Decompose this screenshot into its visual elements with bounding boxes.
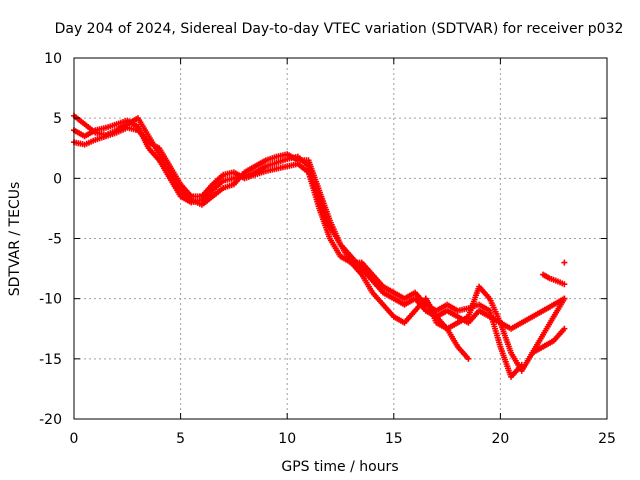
- y-tick-label: 10: [44, 51, 62, 67]
- sdtvar-chart: Day 204 of 2024, Sidereal Day-to-day VTE…: [0, 0, 640, 480]
- chart-title: Day 204 of 2024, Sidereal Day-to-day VTE…: [55, 21, 624, 37]
- y-tick-label: -10: [39, 292, 62, 308]
- y-tick-label: -5: [48, 232, 62, 248]
- y-axis-label: SDTVAR / TECUs: [7, 182, 23, 297]
- x-tick-label: 25: [598, 431, 616, 447]
- x-tick-label: 10: [278, 431, 296, 447]
- y-tick-label: 5: [53, 111, 62, 127]
- x-tick-label: 0: [70, 431, 79, 447]
- chart-root: Day 204 of 2024, Sidereal Day-to-day VTE…: [0, 0, 640, 480]
- chart-background: [0, 0, 640, 480]
- x-tick-label: 15: [385, 431, 403, 447]
- x-tick-label: 5: [176, 431, 185, 447]
- y-tick-label: -20: [39, 412, 62, 428]
- y-tick-label: -15: [39, 352, 62, 368]
- y-tick-label: 0: [53, 171, 62, 187]
- x-axis-label: GPS time / hours: [281, 459, 398, 475]
- x-tick-label: 20: [491, 431, 509, 447]
